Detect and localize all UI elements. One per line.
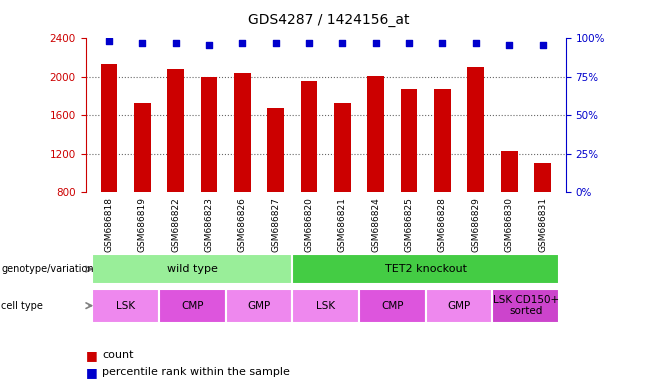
Text: wild type: wild type xyxy=(167,264,218,274)
Text: GSM686828: GSM686828 xyxy=(438,197,447,252)
Point xyxy=(370,40,381,46)
Bar xyxy=(134,103,151,192)
Text: percentile rank within the sample: percentile rank within the sample xyxy=(102,367,290,377)
Text: GSM686819: GSM686819 xyxy=(138,197,147,252)
Point xyxy=(437,40,447,46)
Text: genotype/variation: genotype/variation xyxy=(1,264,94,274)
Text: CMP: CMP xyxy=(381,301,403,311)
Text: ■: ■ xyxy=(86,349,97,362)
Bar xyxy=(292,289,359,323)
Text: TET2 knockout: TET2 knockout xyxy=(385,264,467,274)
Bar xyxy=(159,289,226,323)
Text: GDS4287 / 1424156_at: GDS4287 / 1424156_at xyxy=(248,13,410,27)
Text: GSM686823: GSM686823 xyxy=(205,197,213,252)
Point xyxy=(404,40,415,46)
Point xyxy=(204,41,215,48)
Point xyxy=(137,40,147,46)
Bar xyxy=(292,254,559,285)
Text: GSM686830: GSM686830 xyxy=(505,197,514,252)
Point xyxy=(504,41,515,48)
Bar xyxy=(426,289,492,323)
Bar xyxy=(334,103,351,192)
Bar xyxy=(201,77,217,192)
Point xyxy=(170,40,181,46)
Bar xyxy=(92,254,292,285)
Text: ■: ■ xyxy=(86,366,97,379)
Bar xyxy=(226,289,292,323)
Bar xyxy=(359,289,426,323)
Text: GSM686827: GSM686827 xyxy=(271,197,280,252)
Point xyxy=(470,40,481,46)
Text: cell type: cell type xyxy=(1,301,43,311)
Bar xyxy=(301,81,317,192)
Point xyxy=(103,38,114,45)
Bar xyxy=(534,163,551,192)
Text: GSM686826: GSM686826 xyxy=(238,197,247,252)
Bar xyxy=(434,89,451,192)
Point xyxy=(337,40,347,46)
Bar xyxy=(234,73,251,192)
Text: GSM686831: GSM686831 xyxy=(538,197,547,252)
Text: GSM686821: GSM686821 xyxy=(338,197,347,252)
Bar xyxy=(367,76,384,192)
Text: GSM686824: GSM686824 xyxy=(371,197,380,252)
Text: GSM686825: GSM686825 xyxy=(405,197,414,252)
Bar xyxy=(167,69,184,192)
Text: LSK: LSK xyxy=(116,301,135,311)
Text: GMP: GMP xyxy=(247,301,270,311)
Text: GSM686820: GSM686820 xyxy=(305,197,313,252)
Bar xyxy=(467,67,484,192)
Text: count: count xyxy=(102,350,134,360)
Point xyxy=(538,41,548,48)
Text: LSK CD150+
sorted: LSK CD150+ sorted xyxy=(493,295,559,316)
Bar xyxy=(401,89,417,192)
Point xyxy=(237,40,247,46)
Point xyxy=(304,40,315,46)
Bar xyxy=(501,151,517,192)
Text: CMP: CMP xyxy=(181,301,203,311)
Point xyxy=(270,40,281,46)
Bar xyxy=(267,108,284,192)
Text: LSK: LSK xyxy=(316,301,336,311)
Text: GSM686829: GSM686829 xyxy=(471,197,480,252)
Bar xyxy=(492,289,559,323)
Bar xyxy=(92,289,159,323)
Text: GSM686822: GSM686822 xyxy=(171,197,180,252)
Text: GSM686818: GSM686818 xyxy=(105,197,113,252)
Bar xyxy=(101,64,117,192)
Text: GMP: GMP xyxy=(447,301,470,311)
